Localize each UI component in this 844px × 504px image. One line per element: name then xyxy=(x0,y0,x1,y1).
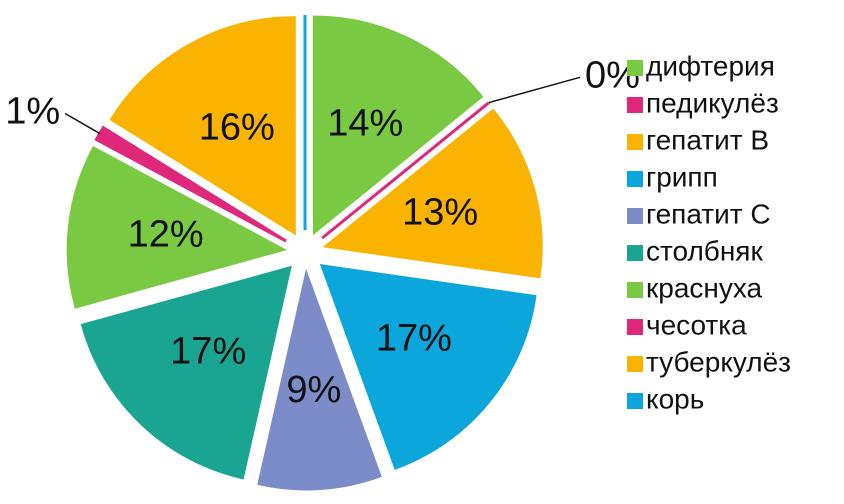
pie-slice xyxy=(66,145,288,309)
data-label: 17% xyxy=(376,317,452,359)
legend-label: корь xyxy=(646,383,704,414)
leader-line xyxy=(488,76,581,104)
legend-swatch xyxy=(627,60,643,76)
legend-label: грипп xyxy=(646,161,718,192)
data-label: 17% xyxy=(170,331,246,373)
legend-label: столбняк xyxy=(646,235,763,266)
legend-swatch xyxy=(627,171,643,187)
leader-line xyxy=(64,112,101,135)
legend-swatch xyxy=(627,282,643,298)
legend-label: краснуха xyxy=(646,272,763,303)
pie-slice xyxy=(80,265,292,480)
legend-label: чесотка xyxy=(646,309,747,340)
legend-label: гепатит C xyxy=(646,198,771,229)
legend-swatch xyxy=(627,356,643,372)
legend-label: гепатит B xyxy=(646,124,769,155)
data-label: 1% xyxy=(5,91,60,133)
legend-swatch xyxy=(627,319,643,335)
data-label: 16% xyxy=(199,106,275,148)
data-label: 14% xyxy=(327,102,403,144)
data-label: 13% xyxy=(402,192,478,234)
pie-slice xyxy=(94,125,287,243)
data-label: 9% xyxy=(286,369,341,411)
legend-swatch xyxy=(627,393,643,409)
legend-swatch xyxy=(627,245,643,261)
legend-label: дифтерия xyxy=(646,50,775,81)
pie-slice xyxy=(322,108,543,279)
legend-swatch xyxy=(627,208,643,224)
pie-slice xyxy=(257,268,382,491)
pie-slice xyxy=(109,16,296,236)
legend-swatch xyxy=(627,134,643,150)
legend-swatch xyxy=(627,97,643,113)
pie-slice xyxy=(319,264,537,470)
pie-slice xyxy=(312,15,484,236)
data-label: 12% xyxy=(128,213,204,255)
legend-label: педикулёз xyxy=(646,87,779,118)
legend-label: туберкулёз xyxy=(646,346,791,377)
